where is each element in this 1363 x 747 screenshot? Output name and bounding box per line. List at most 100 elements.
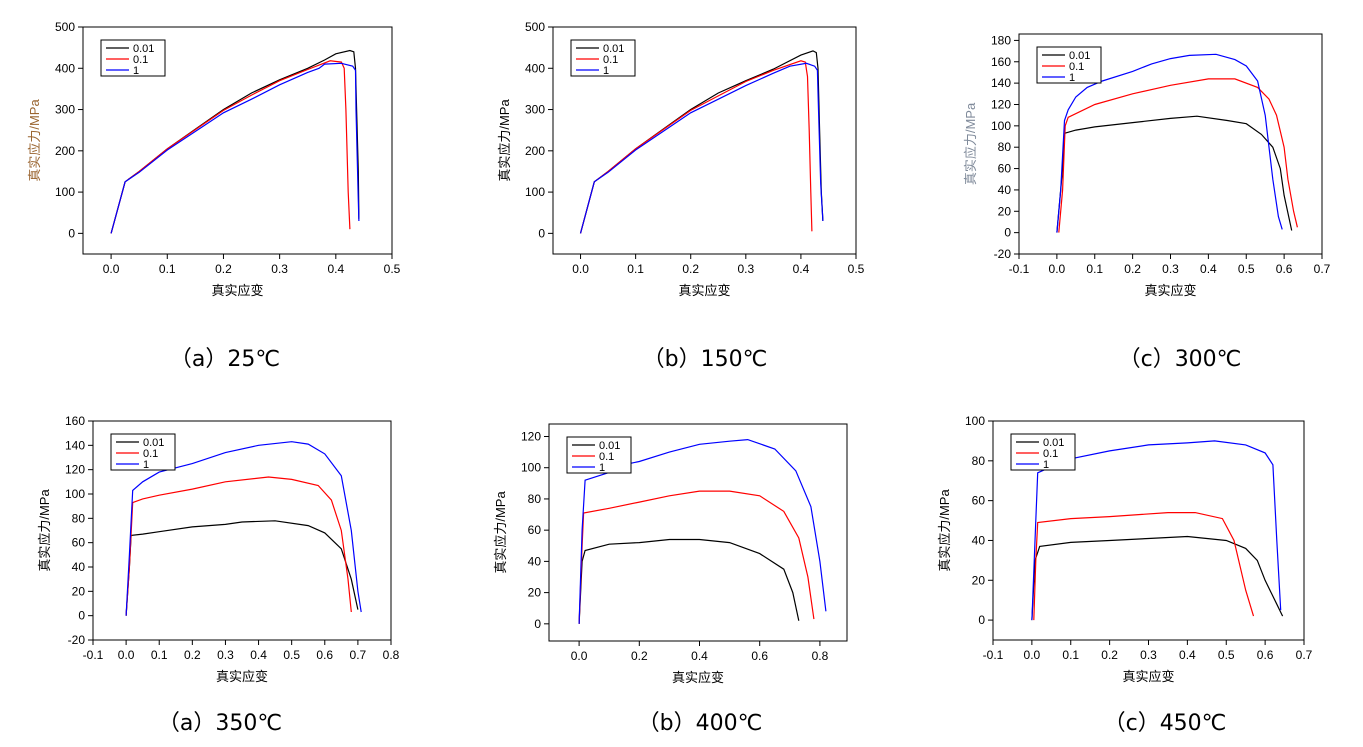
y-tick-label: 80 — [972, 454, 986, 468]
y-tick-label: 300 — [525, 103, 545, 117]
y-tick-label: 0 — [538, 226, 545, 240]
x-tick-label: 0.1 — [1062, 648, 1079, 662]
y-tick-label: 60 — [528, 523, 542, 537]
series-line-1 — [579, 62, 824, 234]
x-axis-label: 真实应变 — [216, 669, 268, 684]
x-tick-label: 0.0 — [118, 648, 135, 662]
y-tick-label: 140 — [65, 438, 85, 452]
legend-box — [100, 39, 166, 77]
y-tick-label: 300 — [55, 103, 75, 117]
legend-label: 0.1 — [599, 451, 614, 463]
y-tick-label: 0 — [1004, 226, 1011, 240]
y-axis-label: 真实应力/MPa — [963, 102, 978, 185]
y-tick-label: 20 — [528, 586, 542, 600]
series-line-0.01 — [110, 49, 360, 234]
y-tick-label: 20 — [72, 584, 86, 598]
y-tick-label: 40 — [528, 554, 542, 568]
y-tick-label: -20 — [68, 633, 86, 647]
y-tick-label: 200 — [55, 144, 75, 158]
x-tick-label: 0.5 — [848, 262, 865, 276]
y-tick-label: 500 — [525, 20, 545, 34]
x-tick-label: 0.0 — [1024, 648, 1041, 662]
chart-panel-3: -0.1 0.0 0.1 0.2 0.3 0.4 0.5 0.6 0.7 0.8 -20 0 20 40 6… — [37, 414, 400, 736]
series-line-0.01 — [1031, 535, 1284, 621]
series-line-0.1 — [125, 476, 352, 616]
x-tick-label: -0.1 — [1009, 262, 1030, 276]
series-line-1 — [578, 438, 827, 624]
x-tick-label: 0.6 — [1257, 648, 1274, 662]
series-line-0.1 — [579, 60, 813, 234]
y-tick-label: 60 — [998, 162, 1012, 176]
x-tick-label: -0.1 — [83, 648, 104, 662]
x-tick-label: 0.2 — [215, 262, 232, 276]
y-tick-label: 60 — [972, 494, 986, 508]
y-axis-label: 真实应力/MPa — [493, 491, 508, 574]
y-tick-label: 40 — [72, 560, 86, 574]
y-axis-label: 真实应力/MPa — [937, 489, 952, 572]
legend-label: 0.1 — [1069, 61, 1084, 73]
y-tick-label: 100 — [525, 185, 545, 199]
legend-label: 1 — [603, 65, 609, 77]
y-axis-label: 真实应力/MPa — [497, 99, 512, 182]
x-tick-label: 0.7 — [1314, 262, 1331, 276]
x-tick-label: 0.7 — [1296, 648, 1313, 662]
x-tick-label: 0.0 — [571, 649, 588, 663]
x-tick-label: 0.3 — [217, 648, 234, 662]
series-line-0.01 — [578, 538, 800, 624]
x-tick-label: 0.1 — [627, 262, 644, 276]
x-tick-label: 0.5 — [283, 648, 300, 662]
series-line-1 — [110, 62, 360, 234]
x-tick-label: 0.1 — [159, 262, 176, 276]
y-tick-label: 500 — [55, 20, 75, 34]
y-tick-label: -20 — [994, 247, 1012, 261]
x-tick-label: 0.4 — [1200, 262, 1217, 276]
y-tick-label: 140 — [991, 76, 1011, 90]
panel-caption: （c）450℃ — [1104, 711, 1227, 736]
y-tick-label: 200 — [525, 144, 545, 158]
x-tick-label: 0.8 — [812, 649, 829, 663]
y-tick-label: 40 — [972, 533, 986, 547]
y-tick-label: 20 — [972, 573, 986, 587]
y-tick-label: 120 — [521, 429, 541, 443]
y-axis-label: 真实应力/MPa — [37, 489, 52, 572]
legend-label: 0.1 — [133, 54, 148, 66]
x-tick-label: 0.0 — [1049, 262, 1066, 276]
x-tick-label: 0.2 — [631, 649, 648, 663]
x-tick-label: 0.8 — [383, 648, 400, 662]
series-line-0.1 — [110, 60, 351, 234]
chart-panel-4: 0.0 0.2 0.4 0.6 0.8 0 20 40 60 80 100 120 真实应变 真实应力/M… — [493, 423, 848, 736]
x-axis-label: 真实应变 — [678, 283, 730, 298]
y-tick-label: 100 — [521, 461, 541, 475]
legend-label: 1 — [133, 65, 139, 77]
x-tick-label: 0.2 — [1124, 262, 1141, 276]
x-tick-label: 0.1 — [1086, 262, 1103, 276]
x-tick-label: 0.5 — [384, 262, 401, 276]
x-tick-label: 0.3 — [737, 262, 754, 276]
y-tick-label: 0 — [78, 609, 85, 623]
legend-label: 0.01 — [1043, 437, 1064, 449]
panel-caption: （c）300℃ — [1119, 347, 1242, 372]
series-line-0.1 — [578, 490, 815, 624]
legend-label: 0.01 — [133, 43, 154, 55]
y-tick-label: 60 — [72, 536, 86, 550]
x-tick-label: 0.5 — [1218, 648, 1235, 662]
y-tick-label: 180 — [991, 33, 1011, 47]
legend-label: 1 — [599, 462, 605, 474]
y-tick-label: 100 — [965, 414, 985, 428]
y-tick-label: 160 — [65, 414, 85, 428]
x-tick-label: 0.1 — [151, 648, 168, 662]
x-tick-label: 0.7 — [350, 648, 367, 662]
y-tick-label: 0 — [978, 613, 985, 627]
y-tick-label: 20 — [998, 204, 1012, 218]
legend-label: 0.1 — [603, 54, 618, 66]
panel-caption: （a）350℃ — [158, 711, 282, 736]
x-axis-label: 真实应变 — [211, 283, 263, 298]
y-tick-label: 0 — [68, 226, 75, 240]
x-tick-label: 0.6 — [751, 649, 768, 663]
chart-panel-1: 0.0 0.1 0.2 0.3 0.4 0.5 0 100 200 300 400 500 真实应变 真实… — [497, 20, 865, 372]
series-line-0.01 — [125, 520, 359, 616]
y-tick-label: 400 — [55, 61, 75, 75]
legend-label: 0.01 — [143, 437, 164, 449]
